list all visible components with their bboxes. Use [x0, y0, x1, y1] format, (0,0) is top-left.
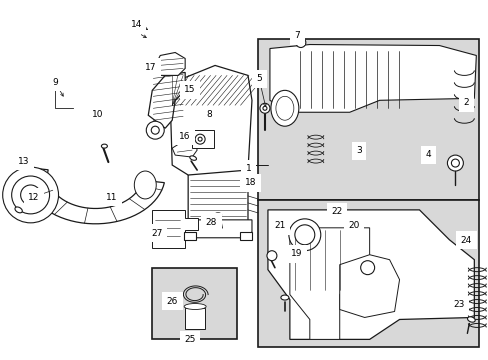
Text: 8: 8	[206, 110, 212, 119]
Circle shape	[198, 137, 202, 141]
Bar	[185, 307, 204, 329]
Circle shape	[295, 37, 305, 48]
Circle shape	[288, 219, 320, 251]
Ellipse shape	[134, 171, 156, 199]
Circle shape	[151, 126, 159, 134]
Polygon shape	[148, 72, 185, 128]
Circle shape	[447, 155, 463, 171]
Ellipse shape	[184, 303, 205, 310]
Text: 3: 3	[355, 146, 361, 155]
Text: 25: 25	[184, 335, 195, 344]
Polygon shape	[269, 45, 475, 112]
Text: 2: 2	[463, 98, 468, 107]
Circle shape	[20, 185, 41, 205]
Text: 17: 17	[145, 63, 156, 72]
Text: 14: 14	[130, 19, 142, 28]
Text: 1: 1	[245, 164, 251, 173]
Text: 16: 16	[179, 132, 190, 141]
Text: 15: 15	[184, 85, 195, 94]
Bar	[240, 232, 251, 240]
Text: 13: 13	[19, 157, 30, 166]
Bar	[192, 130, 214, 148]
Text: 6: 6	[130, 26, 136, 35]
Circle shape	[360, 261, 374, 275]
Ellipse shape	[275, 96, 293, 120]
Polygon shape	[267, 210, 473, 339]
Circle shape	[260, 103, 269, 113]
Text: 10: 10	[91, 110, 103, 119]
Text: 20: 20	[348, 221, 359, 230]
Text: 27: 27	[151, 229, 162, 238]
Text: 18: 18	[244, 178, 256, 187]
Text: 21: 21	[273, 221, 285, 230]
Circle shape	[146, 121, 164, 139]
Circle shape	[12, 176, 49, 214]
Circle shape	[298, 41, 302, 45]
Polygon shape	[172, 143, 197, 157]
Ellipse shape	[467, 317, 474, 322]
Ellipse shape	[15, 207, 22, 213]
Text: 5: 5	[256, 75, 262, 84]
Bar	[184, 232, 196, 240]
Text: 7: 7	[294, 31, 300, 40]
Text: 22: 22	[331, 207, 342, 216]
Ellipse shape	[270, 90, 298, 126]
Ellipse shape	[361, 264, 373, 272]
Polygon shape	[155, 53, 185, 75]
Bar	[258, 200, 478, 347]
Circle shape	[195, 134, 204, 144]
Polygon shape	[25, 167, 164, 224]
Polygon shape	[152, 210, 198, 248]
Text: 11: 11	[106, 193, 118, 202]
Ellipse shape	[101, 144, 107, 148]
Circle shape	[263, 106, 266, 110]
Polygon shape	[184, 220, 251, 238]
Text: 4: 4	[425, 150, 431, 159]
Circle shape	[294, 225, 314, 245]
Text: 12: 12	[28, 193, 40, 202]
Polygon shape	[339, 255, 399, 318]
Text: 19: 19	[291, 249, 302, 258]
Bar	[152, 268, 237, 339]
Ellipse shape	[214, 213, 221, 217]
Text: 9: 9	[52, 78, 58, 87]
Circle shape	[2, 167, 59, 223]
Polygon shape	[170, 66, 251, 175]
Ellipse shape	[189, 156, 196, 160]
Text: 24: 24	[460, 236, 471, 245]
Ellipse shape	[280, 295, 288, 300]
Polygon shape	[289, 228, 369, 339]
Polygon shape	[188, 165, 247, 230]
Bar	[258, 39, 478, 200]
Text: 28: 28	[205, 218, 217, 227]
Circle shape	[266, 251, 276, 261]
Circle shape	[450, 159, 458, 167]
Text: 26: 26	[166, 297, 178, 306]
Text: 23: 23	[452, 300, 464, 309]
